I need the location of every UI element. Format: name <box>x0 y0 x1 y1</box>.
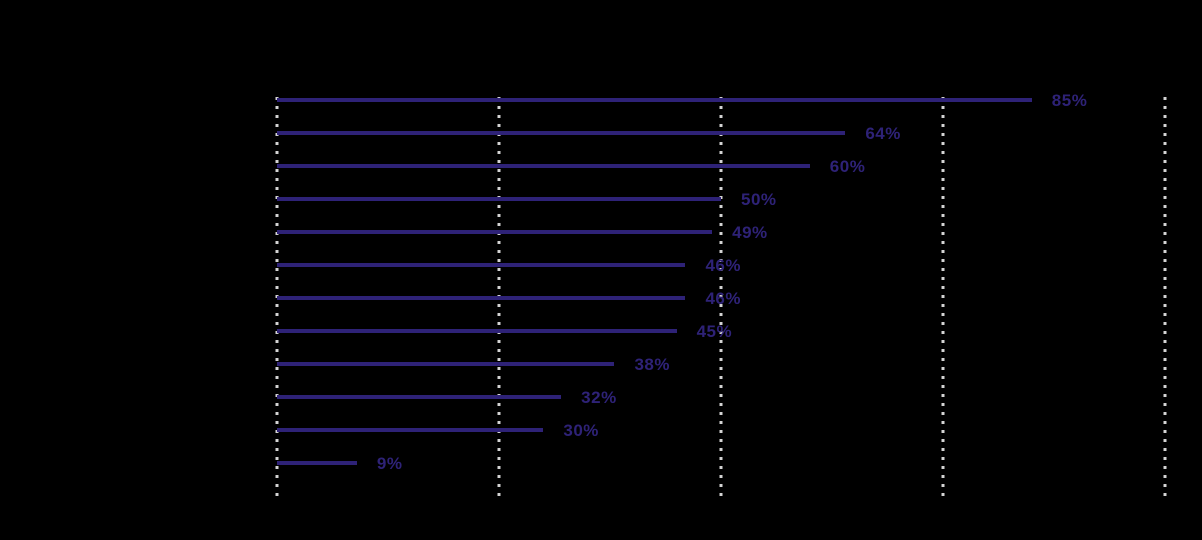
bar <box>277 329 677 333</box>
bar-row: 46% <box>277 256 1165 274</box>
bar <box>277 461 357 465</box>
bar <box>277 197 721 201</box>
bar <box>277 428 544 432</box>
bar-row: 64% <box>277 124 1165 142</box>
bar <box>277 296 686 300</box>
bar-row: 85% <box>277 91 1165 109</box>
bar <box>277 230 713 234</box>
bar-row: 9% <box>277 454 1165 472</box>
value-label: 38% <box>634 354 670 374</box>
value-label: 46% <box>705 255 741 275</box>
value-label: 32% <box>581 387 617 407</box>
bar <box>277 263 686 267</box>
bar-row: 50% <box>277 190 1165 208</box>
bar-row: 49% <box>277 223 1165 241</box>
x-gridline-100 <box>1163 97 1167 499</box>
x-gridline-50 <box>719 97 723 499</box>
value-label: 45% <box>696 321 733 341</box>
bar-row: 30% <box>277 421 1165 439</box>
bar <box>277 395 562 399</box>
value-label: 50% <box>741 189 777 209</box>
value-label: 9% <box>376 453 403 473</box>
value-label: 49% <box>732 222 768 242</box>
bar-row: 38% <box>277 355 1165 373</box>
value-label: 64% <box>865 123 901 143</box>
bar <box>277 98 1032 102</box>
value-label: 30% <box>563 420 599 440</box>
x-gridline-75 <box>941 97 945 499</box>
plot-area: 85% 64% 60% 50% 49% 46% 46% 45% 38% 32% 30% 9% <box>275 92 1167 499</box>
bar-row: 45% <box>277 322 1165 340</box>
bar-row: 32% <box>277 388 1165 406</box>
value-label: 85% <box>1051 90 1088 110</box>
bar <box>277 362 615 366</box>
value-label: 46% <box>705 288 741 308</box>
bar <box>277 131 846 135</box>
bar-row: 60% <box>277 157 1165 175</box>
bar <box>277 164 810 168</box>
bar-row: 46% <box>277 289 1165 307</box>
value-label: 60% <box>829 156 866 176</box>
